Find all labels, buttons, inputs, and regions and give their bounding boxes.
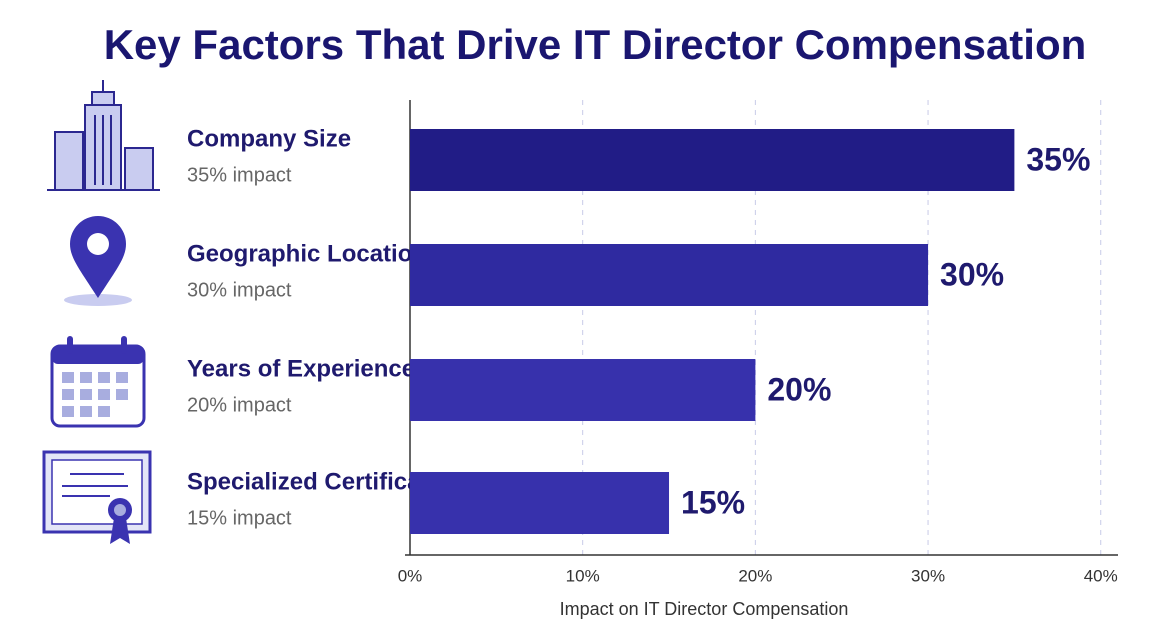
category-label: Company Size xyxy=(187,125,351,152)
value-label: 30% xyxy=(940,256,1004,292)
category-label: Geographic Location xyxy=(187,240,427,267)
category-note: 15% impact xyxy=(187,507,292,529)
x-tick-label: 40% xyxy=(1084,566,1118,585)
category-note: 30% impact xyxy=(187,279,292,301)
location-icon xyxy=(64,216,132,306)
x-tick-label: 0% xyxy=(398,566,423,585)
building-icon xyxy=(47,80,160,191)
category-note: 35% impact xyxy=(187,164,292,186)
bar xyxy=(410,129,1015,191)
certificate-icon xyxy=(42,450,152,544)
x-axis-title: Impact on IT Director Compensation xyxy=(560,599,849,619)
bar xyxy=(410,472,670,534)
category-label: Years of Experience xyxy=(187,355,415,382)
calendar-icon xyxy=(50,336,146,428)
chart-title: Key Factors That Drive IT Director Compe… xyxy=(104,21,1087,68)
x-tick-label: 20% xyxy=(738,566,772,585)
bar xyxy=(410,244,929,306)
x-tick-label: 10% xyxy=(566,566,600,585)
x-tick-label: 30% xyxy=(911,566,945,585)
bar xyxy=(410,359,756,421)
value-label: 15% xyxy=(681,484,745,520)
value-label: 20% xyxy=(767,371,831,407)
category-note: 20% impact xyxy=(187,394,292,416)
value-label: 35% xyxy=(1026,141,1090,177)
